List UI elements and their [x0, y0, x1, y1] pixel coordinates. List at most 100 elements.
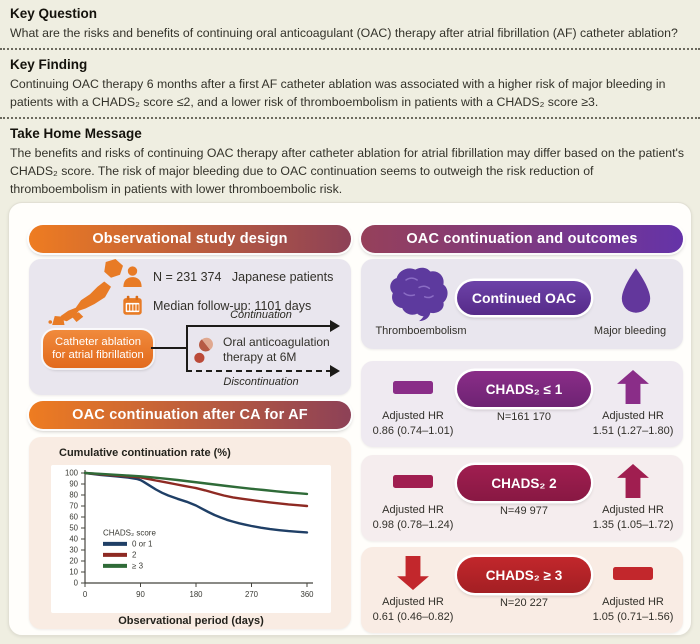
chads-pill-row1: CHADS₂ ≤ 1	[457, 371, 591, 407]
person-icon	[123, 266, 142, 288]
te-indicator-row2	[381, 461, 445, 501]
te-indicator-row1	[381, 367, 445, 407]
svg-text:100: 100	[65, 469, 79, 478]
svg-text:90: 90	[69, 480, 78, 489]
sample-size-value: N = 231 374	[153, 270, 222, 284]
study-design-header: Observational study design	[29, 225, 351, 253]
svg-text:270: 270	[245, 590, 259, 599]
followup-text: Median follow-up: 1101 days	[153, 299, 312, 313]
outcomes-header: OAC continuation and outcomes	[361, 225, 683, 253]
brain-icon	[390, 267, 448, 322]
dotted-separator	[0, 117, 700, 119]
legend-entry: 0 or 1	[132, 540, 153, 549]
svg-text:0: 0	[74, 579, 79, 588]
chart-x-label: Observational period (days)	[118, 615, 264, 627]
hr-value: 1.35 (1.05–1.72)	[592, 518, 674, 531]
mb-indicator-row3	[601, 553, 665, 593]
major-bleeding-label: Major bleeding	[593, 325, 667, 337]
mb-indicator-row2	[601, 461, 665, 501]
mb-hr-row2: Adjusted HR 1.35 (1.05–1.72)	[573, 503, 693, 532]
hr-value: 0.86 (0.74–1.01)	[372, 424, 454, 437]
te-indicator-row3	[381, 553, 445, 593]
no-change-icon	[393, 380, 433, 394]
svg-text:0: 0	[83, 590, 88, 599]
pills-icon	[194, 337, 213, 363]
hr-value: 0.98 (0.78–1.24)	[372, 518, 454, 531]
hr-label: Adjusted HR	[382, 410, 444, 422]
series-line-2	[83, 471, 309, 508]
mb-hr-row1: Adjusted HR 1.51 (1.27–1.80)	[573, 409, 693, 438]
outcomes-overview-card: Thromboembolism Continued OAC Major blee…	[361, 259, 683, 349]
chads-pill-row2: CHADS₂ 2	[457, 465, 591, 501]
hr-value: 0.61 (0.46–0.82)	[372, 610, 454, 623]
ablation-box: Catheter ablation for atrial fibrillatio…	[43, 330, 153, 368]
dotted-separator	[0, 48, 700, 50]
blood-drop-icon	[621, 268, 651, 313]
svg-text:180: 180	[189, 590, 203, 599]
series-line-0 or 1	[83, 471, 309, 534]
key-finding-section: Key Finding Continuing OAC therapy 6 mon…	[10, 57, 690, 111]
no-change-icon	[613, 566, 653, 580]
oac-therapy-line2: therapy at 6M	[223, 350, 297, 364]
study-design-card: N = 231 374 Japanese patients Median fol…	[29, 259, 351, 395]
svg-text:20: 20	[69, 557, 78, 566]
te-hr-row2: Adjusted HR 0.98 (0.78–1.24)	[353, 503, 473, 532]
flow-connector-horizontal	[151, 347, 187, 349]
hr-label: Adjusted HR	[382, 596, 444, 608]
oac-therapy-line1: Oral anticoagulation	[223, 335, 330, 349]
n-row3: N=20 227	[499, 597, 548, 609]
key-finding-body: Continuing OAC therapy 6 months after a …	[10, 77, 666, 109]
japan-map-icon	[48, 259, 123, 325]
svg-text:360: 360	[300, 590, 314, 599]
arrow-up-icon	[617, 370, 649, 404]
outcome-row-1: CHADS₂ ≤ 1 Adjusted HR 0.86 (0.74–1.01) …	[361, 361, 683, 447]
discontinuation-arrow-line	[186, 370, 332, 372]
hr-value: 1.05 (0.71–1.56)	[592, 610, 674, 623]
chart-y-title: Cumulative continuation rate (%)	[59, 447, 231, 459]
key-question-body: What are the risks and benefits of conti…	[10, 26, 678, 40]
outcome-row-3: CHADS₂ ≥ 3 Adjusted HR 0.61 (0.46–0.82) …	[361, 547, 683, 633]
continuation-arrow-line	[186, 325, 332, 327]
te-hr-row1: Adjusted HR 0.86 (0.74–1.01)	[353, 409, 473, 438]
continuation-label: Continuation	[230, 309, 292, 321]
hr-value: 1.51 (1.27–1.80)	[592, 424, 674, 437]
svg-text:80: 80	[69, 491, 78, 500]
svg-text:90: 90	[136, 590, 145, 599]
te-hr-row3: Adjusted HR 0.61 (0.46–0.82)	[353, 595, 473, 624]
legend-entry: ≥ 3	[132, 562, 144, 571]
take-home-title: Take Home Message	[10, 126, 142, 141]
no-change-icon	[393, 474, 433, 488]
arrow-up-icon	[617, 464, 649, 498]
sample-size-text: N = 231 374 Japanese patients	[153, 270, 333, 284]
chart-card: Cumulative continuation rate (%) 0 10 20 30…	[29, 437, 351, 629]
graphic-panel: Observational study design N = 231 374 J…	[8, 202, 692, 636]
abstract-text-area: Key Question What are the risks and bene…	[0, 0, 700, 198]
oac-therapy-text: Oral anticoagulation therapy at 6M	[223, 335, 343, 365]
continuation-chart: 0 10 20 30 40 50 60 70 80 90 100 0 90 180 270 360 CHADS₂…	[51, 465, 331, 613]
continuation-arrowhead-icon	[330, 320, 340, 332]
svg-text:10: 10	[69, 568, 78, 577]
n-row1: N=161 170	[496, 411, 552, 423]
take-home-section: Take Home Message The benefits and risks…	[10, 126, 690, 198]
key-question-title: Key Question	[10, 6, 98, 21]
thromboembolism-label: Thromboembolism	[375, 325, 467, 337]
hr-label: Adjusted HR	[602, 596, 664, 608]
discontinuation-label: Discontinuation	[223, 376, 299, 388]
svg-text:40: 40	[69, 535, 78, 544]
legend-entry: 2	[132, 551, 137, 560]
series-line-≥ 3	[83, 471, 309, 496]
discontinuation-arrowhead-icon	[330, 365, 340, 377]
mb-indicator-row1	[601, 367, 665, 407]
sample-size-suffix: Japanese patients	[231, 270, 334, 284]
chads-pill-row3: CHADS₂ ≥ 3	[457, 557, 591, 593]
chart-section-header: OAC continuation after CA for AF	[29, 401, 351, 429]
hr-label: Adjusted HR	[382, 504, 444, 516]
outcome-row-2: CHADS₂ 2 Adjusted HR 0.98 (0.78–1.24) N=…	[361, 455, 683, 541]
n-row2: N=49 977	[499, 505, 548, 517]
arrow-down-icon	[397, 556, 429, 590]
take-home-body: The benefits and risks of continuing OAC…	[10, 146, 685, 196]
hr-label: Adjusted HR	[602, 504, 664, 516]
continued-oac-pill: Continued OAC	[457, 281, 591, 315]
hr-label: Adjusted HR	[602, 410, 664, 422]
svg-text:30: 30	[69, 546, 78, 555]
